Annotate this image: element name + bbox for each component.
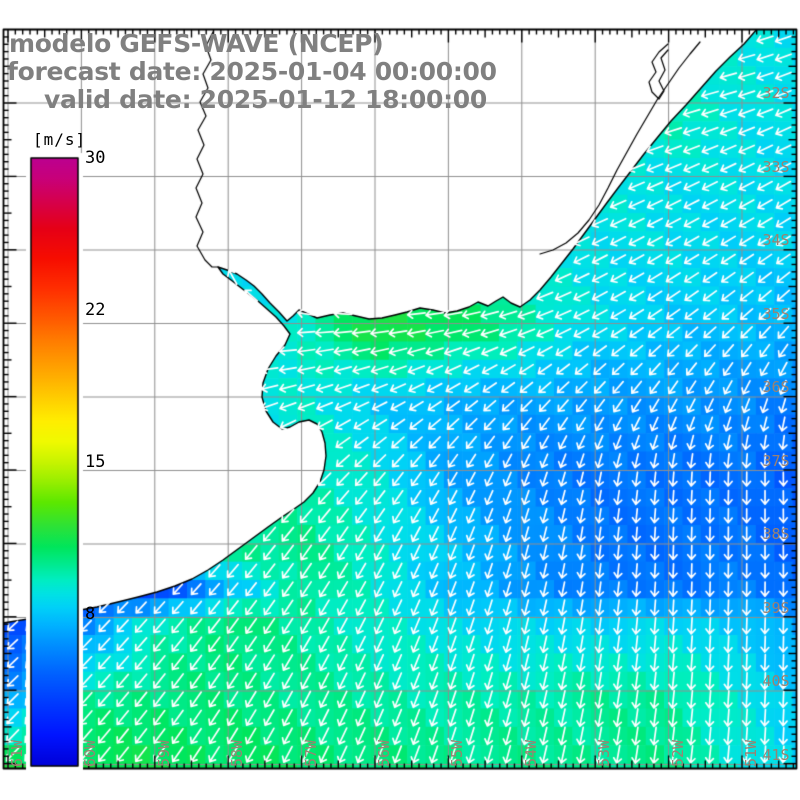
longitude-label: 61W — [8, 739, 26, 767]
latitude-label: 32S — [762, 84, 790, 102]
longitude-label: 53W — [595, 739, 614, 767]
colorbar-tick-label: 22 — [85, 300, 106, 320]
colorbar-tick-label: 8 — [85, 604, 96, 624]
longitude-label: 55W — [448, 739, 467, 767]
latitude-label: 36S — [762, 378, 790, 396]
model-title: modelo GEFS-WAVE (NCEP) — [9, 29, 384, 58]
latitude-label: 33S — [762, 157, 790, 176]
latitude-label: 41S — [762, 745, 790, 764]
colorbar-tick-label: 15 — [85, 452, 106, 472]
longitude-label: 51W — [742, 739, 760, 767]
longitude-label: 52W — [668, 739, 687, 767]
valid-date-label: valid date: 2025-01-12 18:00:00 — [44, 85, 487, 114]
longitude-label: 58W — [228, 739, 247, 767]
longitude-label: 59W — [154, 739, 173, 767]
longitude-label: 56W — [375, 739, 393, 767]
longitude-label: 60W — [81, 739, 100, 767]
latitude-label: 38S — [762, 525, 790, 543]
latitude-label: 37S — [762, 451, 790, 470]
latitude-label: 35S — [762, 304, 790, 323]
longitude-label: 54W — [521, 739, 540, 767]
forecast-date-label: forecast date: 2025-01-04 00:00:00 — [7, 57, 497, 86]
latitude-label: 40S — [762, 672, 790, 690]
colorbar-unit-label: [m/s] — [33, 130, 87, 149]
latitude-label: 34S — [762, 231, 790, 249]
latitude-label: 39S — [762, 598, 790, 617]
colorbar-tick-label: 30 — [85, 148, 106, 168]
longitude-label: 57W — [301, 739, 320, 767]
